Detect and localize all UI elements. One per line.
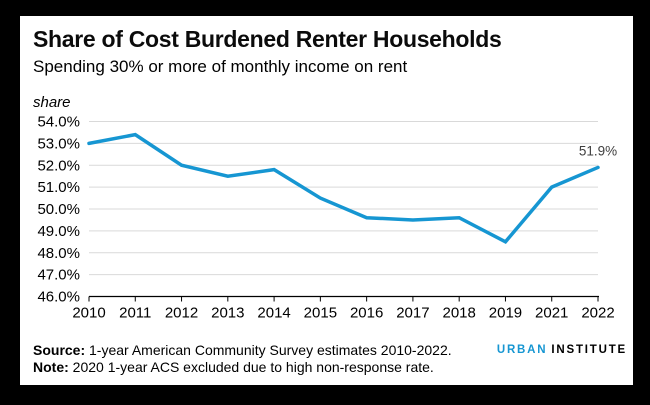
logo-urban-text: URBAN [496, 344, 548, 356]
y-tick-label: 53.0% [37, 135, 80, 152]
source-note: Source: 1-year American Community Survey… [33, 342, 452, 375]
y-tick-label: 46.0% [37, 289, 80, 306]
note-label: Note: [33, 358, 69, 375]
note-text: 2020 1-year ACS excluded due to high non… [68, 358, 434, 375]
page-title: Share of Cost Burdened Renter Households [33, 26, 502, 52]
x-tick-label: 2015 [304, 305, 337, 322]
y-tick-label: 48.0% [37, 245, 80, 262]
logo-institute-text: INSTITUTE [551, 344, 627, 356]
x-tick-label: 2022 [581, 305, 614, 322]
y-tick-label: 49.0% [37, 223, 80, 240]
x-tick-label: 2011 [119, 305, 151, 322]
source-line: Source: 1-year American Community Survey… [33, 342, 452, 359]
x-tick-label: 2021 [535, 305, 568, 322]
data-line [87, 132, 600, 245]
x-tick-label: 2012 [165, 305, 198, 322]
y-tick-label: 47.0% [37, 267, 80, 284]
source-text: 1-year American Community Survey estimat… [85, 342, 452, 358]
x-tick-label: 2013 [211, 305, 244, 322]
y-axis-title: share [33, 94, 71, 111]
x-tick-label: 2017 [396, 305, 429, 322]
line-chart: 54.0% 53.0% 52.0% 51.0% 50.0% 49.0% 48.0% 47.0%… [37, 114, 617, 322]
y-tick-label: 51.0% [37, 179, 80, 196]
y-tick-label: 52.0% [37, 157, 80, 174]
end-value-label: 51.9% [579, 143, 617, 158]
y-tick-label: 54.0% [37, 114, 80, 131]
x-tick-label: 2018 [442, 305, 475, 322]
urban-institute-logo: URBAN INSTITUTE [497, 344, 627, 356]
note-line: Note: 2020 1-year ACS excluded due to hi… [33, 359, 452, 376]
x-tick-label: 2016 [350, 305, 383, 322]
chart-card: Share of Cost Burdened Renter Households… [20, 16, 633, 385]
x-tick-label: 2010 [72, 305, 105, 322]
y-tick-label: 50.0% [37, 201, 80, 218]
chart-subtitle: Spending 30% or more of monthly income o… [33, 57, 408, 76]
x-tick-label: 2014 [257, 305, 290, 322]
source-label: Source: [33, 342, 86, 358]
x-tick-label: 2019 [489, 305, 522, 322]
